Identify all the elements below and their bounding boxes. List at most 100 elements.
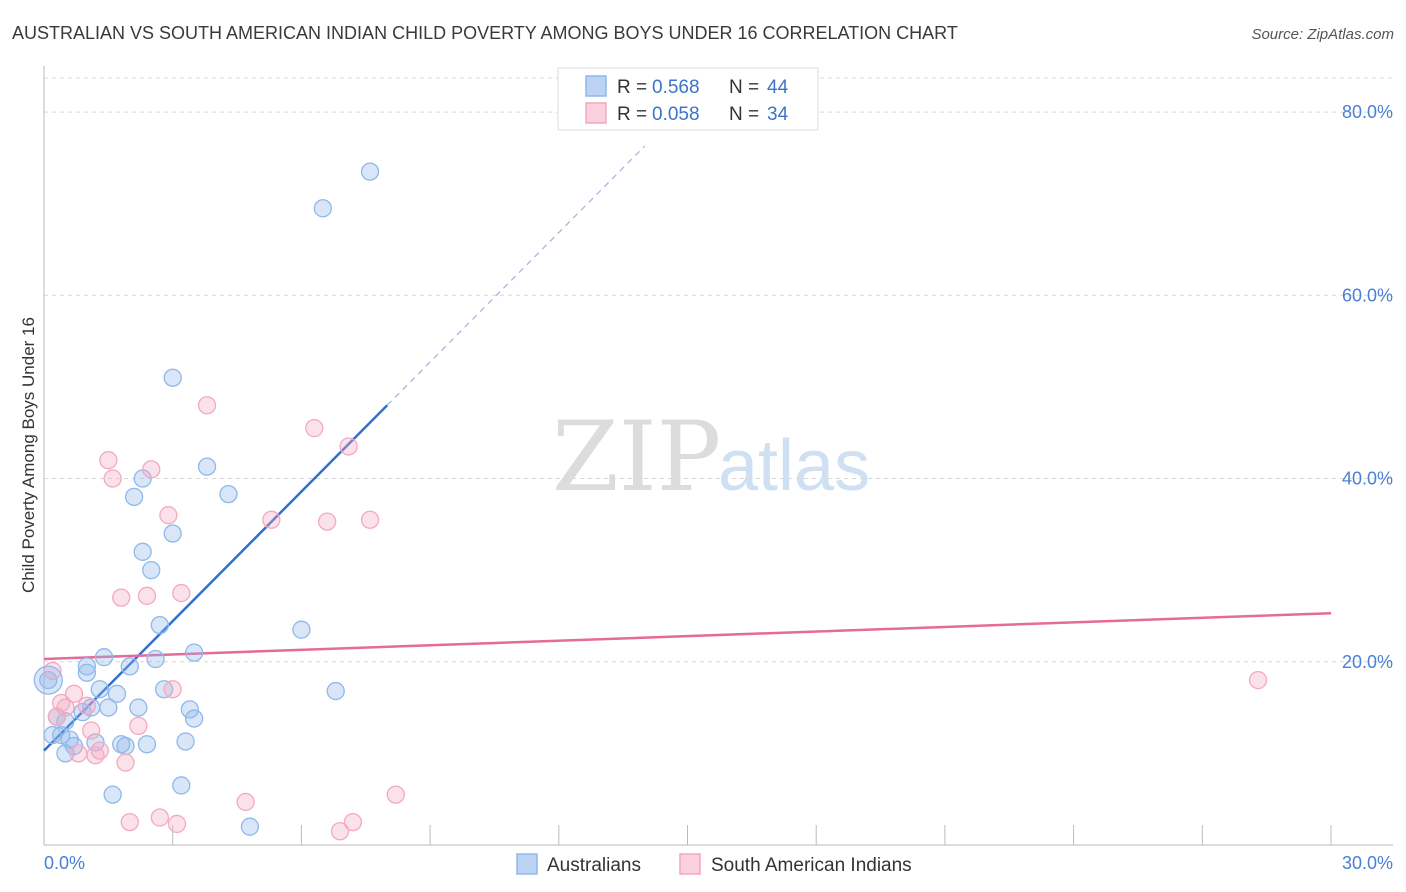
bottom-legend-swatch-australians <box>516 853 538 875</box>
australians-trend-extension <box>386 145 646 406</box>
x-tick-label-max: 30.0% <box>1342 853 1393 873</box>
legend-r-label-2: R = <box>617 104 647 125</box>
y-tick-label: 20.0% <box>1342 652 1393 672</box>
australians-point <box>292 620 311 639</box>
south-american-indians-point <box>77 696 97 715</box>
legend-r-value-2: 0.058 <box>652 104 700 125</box>
australians-point <box>197 457 217 476</box>
legend-n-value-2: 34 <box>767 104 789 125</box>
south-american-indians-point <box>197 396 217 415</box>
legend-swatch-south-american-indians <box>585 102 607 124</box>
watermark-zip: ZIP <box>552 401 721 513</box>
south-american-indians-point <box>129 716 148 736</box>
australians-point <box>360 162 380 181</box>
legend-n-label-2: N = <box>729 104 759 125</box>
south-american-indians-point <box>90 741 109 760</box>
australians-point <box>150 615 169 635</box>
australians-point <box>94 648 114 667</box>
south-american-indians-point <box>236 792 255 812</box>
australians-point <box>133 542 152 561</box>
x-tick-label-min: 0.0% <box>44 853 85 873</box>
south-american-indians-point <box>386 785 405 804</box>
australians-point <box>77 657 97 676</box>
legend-top: R = 0.568 N = 44 R = 0.058 N = 34 <box>557 67 819 131</box>
australians-point <box>120 657 139 676</box>
australians-point <box>56 712 75 731</box>
australians-point <box>163 368 182 387</box>
south-american-indians-point <box>305 418 324 438</box>
australians-point <box>86 733 105 752</box>
australians-point <box>77 663 97 682</box>
south-american-indians-point <box>103 469 122 488</box>
australians-point <box>219 484 238 504</box>
south-american-indians-point <box>317 512 337 531</box>
grid <box>44 77 1393 663</box>
south-american-indians-point <box>360 510 380 529</box>
south-american-indians-point <box>82 721 101 740</box>
y-tick-label: 40.0% <box>1342 469 1393 489</box>
y-tick-labels: 20.0% 40.0% 60.0% 80.0% <box>1342 102 1393 672</box>
south-american-indians-point <box>159 506 178 525</box>
australians-point <box>137 735 157 754</box>
australians-trend-line <box>43 404 389 752</box>
south-american-indians-point <box>137 586 157 605</box>
data-points <box>33 162 1268 841</box>
axes <box>43 66 1393 846</box>
south-american-indians-point <box>339 437 358 456</box>
australians-point <box>163 524 182 543</box>
australians-point <box>142 560 161 580</box>
south-american-indians-point <box>99 451 118 470</box>
australians-point-large <box>33 665 63 695</box>
australians-point <box>240 817 260 836</box>
australians-point <box>99 698 118 717</box>
south-american-indians-point <box>150 808 169 827</box>
y-tick-label: 80.0% <box>1342 102 1393 122</box>
south-american-indians-point <box>343 812 363 832</box>
south-american-indians-point <box>330 822 350 841</box>
south-american-indians-point <box>56 698 75 717</box>
australians-point <box>124 487 144 507</box>
south-american-indians-trend-line <box>43 611 1332 661</box>
australians-point <box>103 785 122 804</box>
watermark-atlas: atlas <box>718 426 870 506</box>
south-american-indians-point <box>167 814 187 834</box>
trend-lines <box>43 145 1332 752</box>
australians-point <box>146 649 165 669</box>
australians-point <box>184 643 204 662</box>
legend-r-label-1: R = <box>617 77 647 98</box>
australians-point <box>326 681 345 701</box>
watermark: ZIP atlas <box>552 401 870 513</box>
south-american-indians-point <box>1248 670 1268 690</box>
australians-point <box>176 732 195 751</box>
bottom-legend-swatch-south-american-indians <box>679 853 701 875</box>
bottom-legend-label-australians: Australians <box>547 855 641 876</box>
y-axis-label: Child Poverty Among Boys Under 16 <box>19 317 38 593</box>
south-american-indians-point <box>163 680 182 699</box>
y-tick-label: 60.0% <box>1342 285 1393 305</box>
chart-title: AUSTRALIAN VS SOUTH AMERICAN INDIAN CHIL… <box>12 23 958 43</box>
australians-point <box>129 698 148 717</box>
australians-point <box>39 670 58 690</box>
australians-point <box>107 684 127 703</box>
south-american-indians-point <box>142 460 161 479</box>
south-american-indians-point <box>262 510 281 529</box>
australians-point <box>180 700 200 719</box>
south-american-indians-point <box>69 744 88 763</box>
south-american-indians-point <box>112 588 131 607</box>
legend-n-value-1: 44 <box>767 77 789 98</box>
legend-swatch-australians <box>585 75 607 97</box>
legend-r-value-1: 0.568 <box>652 77 700 98</box>
australians-point <box>184 709 204 728</box>
bottom-legend-label-south-american-indians: South American Indians <box>711 855 912 876</box>
legend-bottom: Australians South American Indians <box>516 853 912 876</box>
australians-point <box>90 680 109 699</box>
legend-n-label-1: N = <box>729 77 759 98</box>
south-american-indians-point <box>64 684 84 703</box>
south-american-indians-point <box>116 753 135 772</box>
south-american-indians-point <box>120 812 139 832</box>
south-american-indians-point <box>172 583 191 603</box>
australians-point <box>313 199 333 218</box>
australians-point <box>172 776 191 795</box>
australians-point <box>52 725 71 745</box>
